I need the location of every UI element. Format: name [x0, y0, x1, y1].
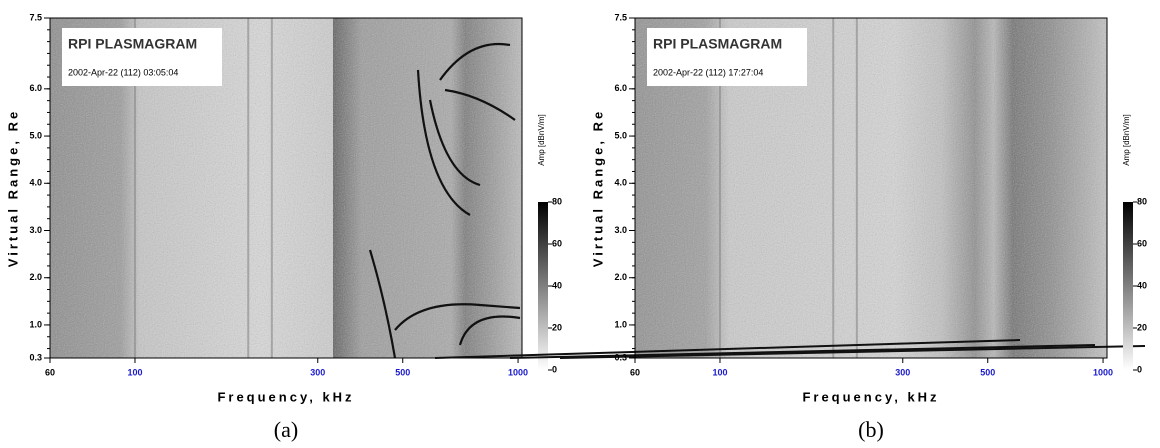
x-tick-label: 1000: [1093, 367, 1113, 377]
y-tick-label: 0.3: [614, 352, 627, 362]
echo-trace: [368, 249, 397, 359]
y-tick-label: 7.5: [614, 12, 627, 22]
echo-trace: [394, 303, 521, 331]
echo-trace: [428, 99, 481, 187]
x-tick-label: 300: [310, 367, 325, 377]
x-tick-label: 1000: [508, 367, 528, 377]
y-tick-label: 4.0: [614, 178, 627, 188]
caption: (b): [858, 417, 884, 442]
caption: (a): [274, 417, 298, 442]
colorbar-tick-label: 40: [1137, 280, 1147, 290]
colorbar-tick-label: 40: [552, 280, 562, 290]
colorbar-tick-label: 60: [1137, 238, 1147, 248]
title-box: [62, 28, 222, 86]
y-tick-label: 6.0: [29, 83, 42, 93]
y-tick-label: 5.0: [29, 130, 42, 140]
colorbar-tick-label: 0: [552, 364, 557, 374]
y-tick-label: 1.0: [29, 319, 42, 329]
colorbar-tick-label: 20: [1137, 322, 1147, 332]
echo-spike: [509, 344, 1096, 359]
colorbar-tick-label: 20: [552, 322, 562, 332]
x-axis-label: Frequency, kHz: [217, 389, 354, 404]
y-tick-label: 5.0: [614, 130, 627, 140]
x-tick-label: 60: [630, 367, 640, 377]
y-tick-label: 3.0: [29, 225, 42, 235]
y-tick-label: 6.0: [614, 83, 627, 93]
title-box: [647, 28, 807, 86]
echo-spike: [559, 345, 1146, 359]
colorbar-tick-label: 60: [552, 238, 562, 248]
plot-title: RPI PLASMAGRAM: [653, 36, 782, 52]
x-tick-label: 100: [712, 367, 727, 377]
x-tick-label: 60: [45, 367, 55, 377]
y-axis-label: Virtual Range, Re: [5, 109, 20, 267]
x-tick-label: 500: [395, 367, 410, 377]
colorbar-tick-label: 0: [1137, 364, 1142, 374]
y-tick-label: 7.5: [29, 12, 42, 22]
y-tick-label: 0.3: [29, 352, 42, 362]
echo-spike: [434, 339, 1021, 359]
y-axis-label: Virtual Range, Re: [590, 109, 605, 267]
x-tick-label: 300: [895, 367, 910, 377]
echo-trace: [444, 88, 516, 121]
plot-frame: [634, 17, 1108, 359]
colorbar-label: Amp [dBnV/m]: [537, 114, 546, 166]
plot-subtitle: 2002-Apr-22 (112) 03:05:04: [68, 67, 178, 77]
y-tick-label: 4.0: [29, 178, 42, 188]
echo-trace: [458, 315, 521, 346]
x-tick-label: 100: [127, 367, 142, 377]
echo-trace: [439, 42, 511, 81]
x-axis-label: Frequency, kHz: [802, 389, 939, 404]
y-tick-label: 3.0: [614, 225, 627, 235]
y-tick-label: 1.0: [614, 319, 627, 329]
plot-subtitle: 2002-Apr-22 (112) 17:27:04: [653, 67, 763, 77]
y-tick-label: 2.0: [614, 272, 627, 282]
colorbar-tick-label: 80: [552, 196, 562, 206]
plot-frame: [49, 17, 523, 359]
colorbar-label: Amp [dBnV/m]: [1122, 114, 1131, 166]
plot-title: RPI PLASMAGRAM: [68, 36, 197, 52]
colorbar-tick-label: 80: [1137, 196, 1147, 206]
x-tick-label: 500: [980, 367, 995, 377]
y-tick-label: 2.0: [29, 272, 42, 282]
echo-trace: [416, 69, 471, 216]
colorbar: [1123, 202, 1133, 370]
colorbar: [538, 202, 548, 370]
